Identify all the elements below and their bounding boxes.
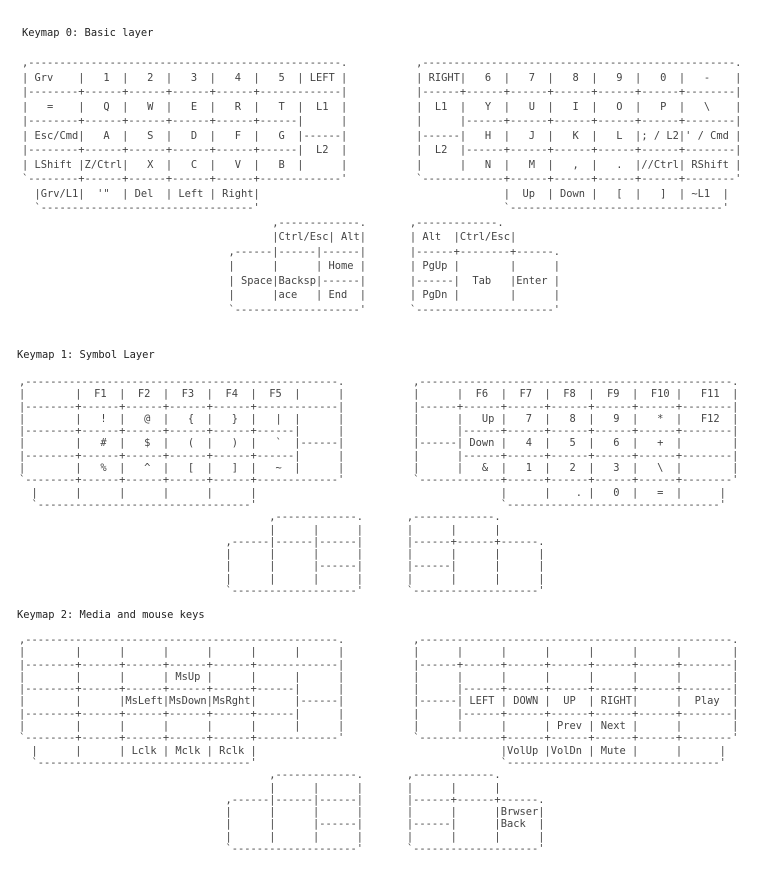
keymap-line: | | |MsLeft|MsDown|MsRght| |------| |---… xyxy=(19,695,739,708)
keymap-line: | | F1 | F2 | F3 | F4 | F5 | | | | F6 | … xyxy=(19,388,739,401)
keymap-line: `----------------------------------' `--… xyxy=(19,756,726,769)
layer-1-keymap-diagram: ,---------------------------------------… xyxy=(19,376,738,597)
keymap-line: `--------+------+------+------+------+--… xyxy=(19,732,739,745)
keymap-line: | | | Home | | PgUp | | | xyxy=(22,260,560,272)
keymap-line: |--------+------+------+------+------+--… xyxy=(19,449,739,462)
keymap-line: ,---------------------------------------… xyxy=(19,376,739,388)
keymap-line: | | | | | | | | xyxy=(19,572,545,585)
keymap-line: ,-------------. ,-------------. xyxy=(19,511,501,524)
keymap-line: |--------+------+------+------+------+--… xyxy=(22,144,742,156)
layer-2-title: Keymap 2: Media and mouse keys xyxy=(17,609,205,621)
keymap-line: ,---------------------------------------… xyxy=(19,634,739,646)
keymap-line: ,------|------|------| |------+------+--… xyxy=(19,793,545,806)
keymap-line: | | | | | | |Brwser| xyxy=(19,806,545,819)
keymap-line: | | | | | | | | . | 0 | = | | xyxy=(19,486,726,499)
keymap-line: | = | Q | W | E | R | T | L1 | | L1 | Y … xyxy=(22,100,742,113)
keymap-line: | | | Lclk | Mclk | Rclk | |VolUp |VolDn… xyxy=(19,744,726,757)
layer-0-title: Keymap 0: Basic layer xyxy=(22,27,154,39)
keymap-line: |--------+------+------+------+------+--… xyxy=(19,425,739,438)
keymap-line: | | | | | | | | | | | | | | | | xyxy=(19,646,739,659)
layer-1-title: Keymap 1: Symbol Layer xyxy=(17,349,155,361)
keymap-line: | | # | $ | ( | ) | ` |------| |------| … xyxy=(19,437,739,450)
keymap-line: |--------+------+------+------+------+--… xyxy=(19,658,739,671)
keymap-line: | | ! | @ | { | } | | | | | | Up | 7 | 8… xyxy=(19,412,739,425)
keymap-line: | | | | | | xyxy=(19,781,501,794)
keymap-line: `--------------------' `----------------… xyxy=(22,303,560,316)
keymap-line: | | |------| |------| | | xyxy=(19,560,545,573)
keymap-line: | | | | | | xyxy=(19,523,501,536)
keymap-line: |--------+------+------+------+------+--… xyxy=(22,115,742,127)
keymap-line: ,-------------. ,-------------. xyxy=(22,216,504,229)
keymap-line: `----------------------------------' `--… xyxy=(22,202,729,214)
keymap-line: | | | | | | | | xyxy=(19,548,545,561)
keymap-line: |--------+------+------+------+------+--… xyxy=(19,707,739,720)
layer-0-keymap-diagram: ,---------------------------------------… xyxy=(22,56,741,317)
keymap-line: ,---------------------------------------… xyxy=(22,57,742,69)
keymap-line: |Ctrl/Esc| Alt| | Alt |Ctrl/Esc| xyxy=(22,231,517,243)
keymap-line: | | | | | | | | xyxy=(19,830,545,843)
keymap-line: |Grv/L1| '" | Del | Left | Right| | Up |… xyxy=(22,187,729,200)
keymap-line: `--------+------+------+------+------+--… xyxy=(22,173,742,185)
keymap-line: | Esc/Cmd| A | S | D | F | G |------| |-… xyxy=(22,129,742,142)
keymap-line: | | | | MsUp | | | | | | | | | | | | xyxy=(19,670,739,683)
keymap-line: |--------+------+------+------+------+--… xyxy=(22,86,742,98)
keymap-line: `--------+------+------+------+------+--… xyxy=(19,474,739,487)
layer-2-keymap-diagram: ,---------------------------------------… xyxy=(19,634,738,855)
keymap-line: |--------+------+------+------+------+--… xyxy=(19,683,739,696)
keymap-line: | | |------| |------| |Back | xyxy=(19,818,545,831)
keymap-line: | Grv | 1 | 2 | 3 | 4 | 5 | LEFT | | RIG… xyxy=(22,71,742,84)
keymap-line: | | | | | | | | | | | | Prev | Next | | … xyxy=(19,720,739,733)
keymap-line: `----------------------------------' `--… xyxy=(19,498,726,511)
keymap-line: ,-------------. ,-------------. xyxy=(19,769,501,782)
keymap-line: | Space|Backsp|------| |------| Tab |Ent… xyxy=(22,274,560,287)
keymap-line: `--------------------' `----------------… xyxy=(19,843,545,856)
keymap-line: ,------|------|------| |------+------+--… xyxy=(19,535,545,548)
keymap-line: | | % | ^ | [ | ] | ~ | | | | & | 1 | 2 … xyxy=(19,462,739,475)
keymap-line: | LShift |Z/Ctrl| X | C | V | B | | | | … xyxy=(22,158,742,171)
keymap-line: | |ace | End | | PgDn | | | xyxy=(22,289,560,301)
keymap-line: |--------+------+------+------+------+--… xyxy=(19,400,739,413)
keymap-line: ,------|------|------| |------+--------+… xyxy=(22,245,560,258)
keymap-line: `--------------------' `----------------… xyxy=(19,585,545,598)
